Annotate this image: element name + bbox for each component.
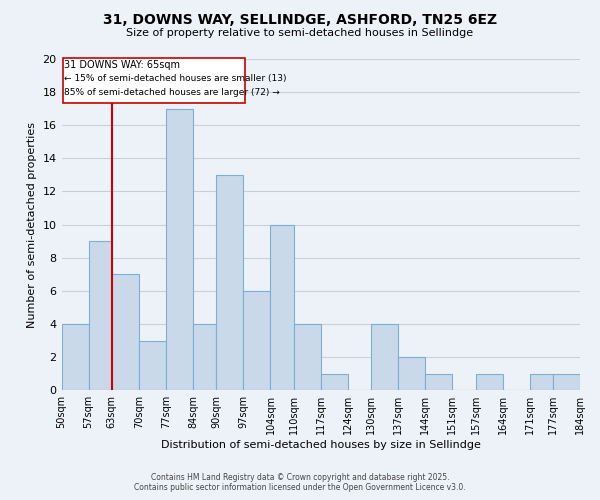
Bar [112, 274, 139, 390]
Y-axis label: Number of semi-detached properties: Number of semi-detached properties [27, 122, 37, 328]
Text: 31 DOWNS WAY: 65sqm: 31 DOWNS WAY: 65sqm [64, 60, 180, 70]
Bar [244, 291, 271, 390]
Text: ← 15% of semi-detached houses are smaller (13): ← 15% of semi-detached houses are smalle… [64, 74, 287, 83]
Bar [293, 324, 321, 390]
Bar [89, 241, 112, 390]
Bar [553, 374, 580, 390]
Bar [371, 324, 398, 390]
Bar [321, 374, 348, 390]
Text: 31, DOWNS WAY, SELLINDGE, ASHFORD, TN25 6EZ: 31, DOWNS WAY, SELLINDGE, ASHFORD, TN25 … [103, 12, 497, 26]
Bar [166, 108, 193, 390]
Bar [217, 175, 244, 390]
Bar [62, 324, 89, 390]
Bar [425, 374, 452, 390]
X-axis label: Distribution of semi-detached houses by size in Sellindge: Distribution of semi-detached houses by … [161, 440, 481, 450]
Text: Size of property relative to semi-detached houses in Sellindge: Size of property relative to semi-detach… [127, 28, 473, 38]
Text: 85% of semi-detached houses are larger (72) →: 85% of semi-detached houses are larger (… [64, 88, 280, 97]
Bar [530, 374, 553, 390]
Bar [271, 224, 293, 390]
Text: Contains HM Land Registry data © Crown copyright and database right 2025.
Contai: Contains HM Land Registry data © Crown c… [134, 473, 466, 492]
Bar [139, 340, 166, 390]
Bar [476, 374, 503, 390]
Bar [398, 357, 425, 390]
Bar [193, 324, 217, 390]
FancyBboxPatch shape [63, 58, 245, 103]
